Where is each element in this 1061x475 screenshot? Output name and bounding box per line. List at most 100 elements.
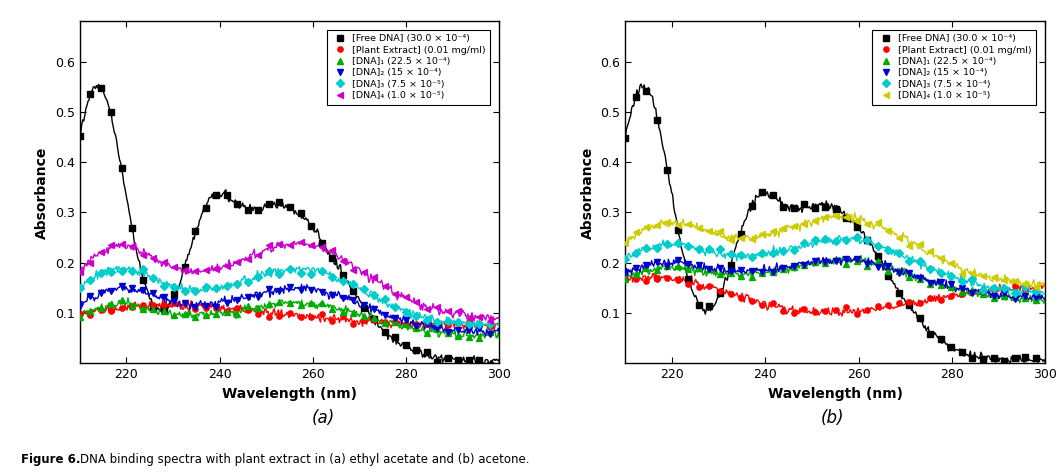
[DNA]₄ (1.0 × 10⁻⁵) — [283, 242, 296, 248]
[DNA]₃ (7.5 × 10⁻⁴) — [914, 258, 926, 264]
[DNA]₁ (22.5 × 10⁻⁴) — [262, 302, 275, 307]
[Free DNA] (30.0 × 10⁻⁴) — [798, 201, 811, 207]
[Plant Extract] (0.01 mg/ml) — [420, 321, 433, 327]
[DNA]₄ (1.0 × 10⁻⁵) — [808, 218, 821, 224]
[Plant Extract] (0.01 mg/ml) — [945, 293, 958, 299]
[DNA]₂ (15 × 10⁻⁴) — [956, 285, 969, 291]
[Plant Extract] (0.01 mg/ml) — [650, 276, 663, 282]
[DNA]₄ (1.0 × 10⁻⁵) — [871, 219, 884, 225]
[Free DNA] (30.0 × 10⁻⁴) — [463, 357, 475, 363]
[DNA]₁ (22.5 × 10⁻⁴) — [640, 265, 653, 271]
[Plant Extract] (0.01 mg/ml) — [157, 302, 170, 308]
[DNA]₄ (1.0 × 10⁻⁵) — [629, 229, 642, 235]
[DNA]₂ (15 × 10⁻⁴) — [987, 293, 999, 298]
[DNA]₂ (15 × 10⁻⁴) — [157, 294, 170, 299]
[Free DNA] (30.0 × 10⁻⁴) — [199, 205, 212, 211]
[Free DNA] (30.0 × 10⁻⁴) — [945, 344, 958, 350]
Line: [DNA]₄ (1.0 × 10⁻⁵): [DNA]₄ (1.0 × 10⁻⁵) — [77, 239, 492, 323]
Line: [DNA]₃ (7.5 × 10⁻⁵): [DNA]₃ (7.5 × 10⁻⁵) — [77, 266, 492, 326]
[Free DNA] (30.0 × 10⁻⁴) — [956, 349, 969, 354]
[Free DNA] (30.0 × 10⁻⁴) — [189, 228, 202, 234]
[DNA]₂ (15 × 10⁻⁴) — [734, 267, 747, 273]
[Free DNA] (30.0 × 10⁻⁴) — [73, 133, 86, 139]
[DNA]₁ (22.5 × 10⁻⁴) — [808, 259, 821, 265]
[DNA]₂ (15 × 10⁻⁴) — [484, 331, 497, 337]
[Free DNA] (30.0 × 10⁻⁴) — [221, 192, 233, 198]
[DNA]₁ (22.5 × 10⁻⁴) — [851, 258, 864, 264]
[DNA]₄ (1.0 × 10⁻⁵) — [682, 222, 695, 228]
[DNA]₄ (1.0 × 10⁻⁵) — [452, 308, 465, 314]
[DNA]₃ (7.5 × 10⁻⁵) — [368, 292, 381, 298]
[DNA]₄ (1.0 × 10⁻⁵) — [860, 221, 873, 227]
[DNA]₂ (15 × 10⁻⁴) — [629, 266, 642, 271]
[Plant Extract] (0.01 mg/ml) — [336, 313, 349, 319]
[DNA]₁ (22.5 × 10⁻⁴) — [766, 269, 779, 275]
[Plant Extract] (0.01 mg/ml) — [703, 283, 716, 288]
Line: [DNA]₄ (1.0 × 10⁻⁵): [DNA]₄ (1.0 × 10⁻⁵) — [623, 213, 1039, 290]
[DNA]₄ (1.0 × 10⁻⁵) — [693, 225, 706, 231]
[DNA]₃ (7.5 × 10⁻⁵) — [326, 274, 338, 280]
[Plant Extract] (0.01 mg/ml) — [871, 304, 884, 309]
[Free DNA] (30.0 × 10⁻⁴) — [914, 315, 926, 321]
[DNA]₄ (1.0 × 10⁻⁵) — [199, 267, 212, 273]
[Free DNA] (30.0 × 10⁻⁴) — [388, 334, 401, 340]
[DNA]₃ (7.5 × 10⁻⁴) — [851, 235, 864, 240]
[Plant Extract] (0.01 mg/ml) — [379, 319, 392, 325]
[Plant Extract] (0.01 mg/ml) — [73, 311, 86, 317]
[DNA]₄ (1.0 × 10⁻⁵) — [935, 255, 947, 260]
[DNA]₁ (22.5 × 10⁻⁴) — [967, 287, 979, 293]
[Free DNA] (30.0 × 10⁻⁴) — [935, 336, 947, 342]
[DNA]₂ (15 × 10⁻⁴) — [935, 279, 947, 285]
[DNA]₃ (7.5 × 10⁻⁵) — [452, 319, 465, 325]
[Plant Extract] (0.01 mg/ml) — [388, 318, 401, 324]
[Free DNA] (30.0 × 10⁻⁴) — [987, 355, 999, 361]
[DNA]₂ (15 × 10⁻⁴) — [273, 289, 285, 294]
Line: [DNA]₃ (7.5 × 10⁻⁴): [DNA]₃ (7.5 × 10⁻⁴) — [623, 235, 1039, 296]
[DNA]₁ (22.5 × 10⁻⁴) — [682, 266, 695, 272]
[DNA]₄ (1.0 × 10⁻⁵) — [178, 267, 191, 273]
[DNA]₁ (22.5 × 10⁻⁴) — [777, 266, 789, 272]
[DNA]₁ (22.5 × 10⁻⁴) — [315, 300, 328, 305]
[Plant Extract] (0.01 mg/ml) — [399, 321, 412, 327]
[DNA]₄ (1.0 × 10⁻⁵) — [368, 275, 381, 280]
[DNA]₂ (15 × 10⁻⁴) — [703, 266, 716, 272]
[Free DNA] (30.0 × 10⁻⁴) — [830, 206, 842, 212]
[DNA]₃ (7.5 × 10⁻⁵) — [420, 317, 433, 323]
[Free DNA] (30.0 × 10⁻⁴) — [967, 355, 979, 361]
[DNA]₄ (1.0 × 10⁻⁵) — [305, 242, 317, 247]
[Free DNA] (30.0 × 10⁻⁴) — [305, 223, 317, 229]
[Plant Extract] (0.01 mg/ml) — [860, 307, 873, 313]
[Free DNA] (30.0 × 10⁻⁴) — [871, 253, 884, 258]
[Free DNA] (30.0 × 10⁻⁴) — [808, 205, 821, 211]
[DNA]₃ (7.5 × 10⁻⁵) — [388, 304, 401, 310]
[DNA]₃ (7.5 × 10⁻⁴) — [640, 246, 653, 251]
[DNA]₃ (7.5 × 10⁻⁴) — [693, 247, 706, 252]
[DNA]₄ (1.0 × 10⁻⁵) — [672, 222, 684, 228]
[DNA]₁ (22.5 × 10⁻⁴) — [924, 281, 937, 287]
[Plant Extract] (0.01 mg/ml) — [441, 322, 454, 328]
[DNA]₁ (22.5 × 10⁻⁴) — [221, 309, 233, 315]
[Free DNA] (30.0 × 10⁻⁴) — [231, 201, 244, 207]
[DNA]₄ (1.0 × 10⁻⁵) — [262, 242, 275, 247]
[DNA]₄ (1.0 × 10⁻⁵) — [336, 258, 349, 264]
[DNA]₃ (7.5 × 10⁻⁴) — [682, 243, 695, 248]
[Plant Extract] (0.01 mg/ml) — [672, 277, 684, 283]
[Free DNA] (30.0 × 10⁻⁴) — [242, 208, 255, 213]
[DNA]₂ (15 × 10⁻⁴) — [420, 322, 433, 327]
[Free DNA] (30.0 × 10⁻⁴) — [787, 205, 800, 210]
[Plant Extract] (0.01 mg/ml) — [629, 276, 642, 282]
[Plant Extract] (0.01 mg/ml) — [146, 302, 159, 308]
[Plant Extract] (0.01 mg/ml) — [819, 308, 832, 314]
[Free DNA] (30.0 × 10⁻⁴) — [484, 362, 497, 368]
[DNA]₄ (1.0 × 10⁻⁵) — [484, 318, 497, 324]
[Plant Extract] (0.01 mg/ml) — [714, 288, 727, 294]
[DNA]₄ (1.0 × 10⁻⁵) — [431, 304, 443, 310]
[DNA]₃ (7.5 × 10⁻⁵) — [157, 283, 170, 288]
[DNA]₃ (7.5 × 10⁻⁴) — [734, 252, 747, 258]
[DNA]₁ (22.5 × 10⁻⁴) — [388, 320, 401, 325]
[DNA]₃ (7.5 × 10⁻⁵) — [262, 268, 275, 274]
[Plant Extract] (0.01 mg/ml) — [199, 305, 212, 311]
[DNA]₃ (7.5 × 10⁻⁴) — [798, 240, 811, 246]
[Free DNA] (30.0 × 10⁻⁴) — [672, 227, 684, 233]
[DNA]₄ (1.0 × 10⁻⁵) — [94, 249, 107, 255]
